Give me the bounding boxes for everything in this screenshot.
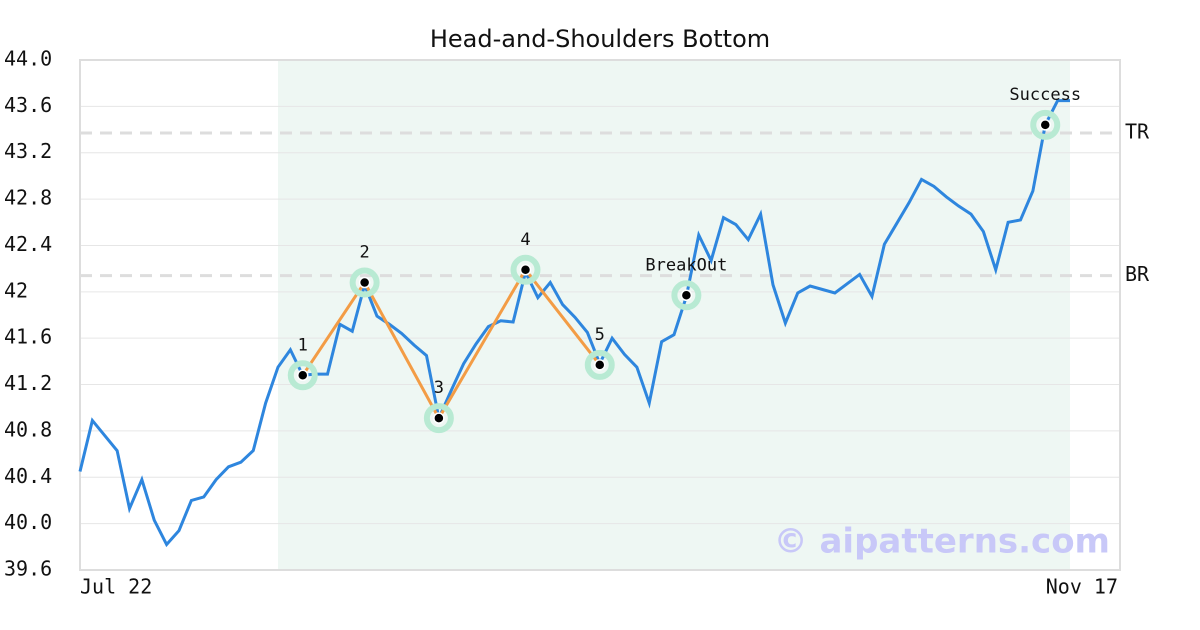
y-tick-label: 41.6 xyxy=(4,325,52,349)
y-tick-label: 42.8 xyxy=(4,186,52,210)
marker-label: 4 xyxy=(520,230,530,250)
marker-halo xyxy=(584,349,615,380)
marker-halo xyxy=(1030,109,1061,140)
marker-label: 1 xyxy=(298,335,308,355)
marker-dot xyxy=(1039,119,1051,131)
marker-halo xyxy=(671,280,702,311)
pattern-zone xyxy=(278,60,1070,570)
marker-dot xyxy=(680,289,693,302)
marker-label: 5 xyxy=(595,325,605,345)
marker-halo xyxy=(349,267,380,298)
marker-dot xyxy=(519,264,532,276)
marker-label: 3 xyxy=(434,378,444,398)
marker-dot xyxy=(433,412,445,424)
x-tick-label: Nov 17 xyxy=(1046,575,1118,599)
y-tick-label: 40.4 xyxy=(4,464,52,488)
marker-dot xyxy=(358,276,371,289)
marker-halo xyxy=(423,403,454,434)
y-tick-label: 43.6 xyxy=(4,93,52,117)
marker-dot xyxy=(297,369,309,382)
x-tick-label: Jul 22 xyxy=(80,575,152,599)
watermark: © aipatterns.com xyxy=(774,522,1110,562)
y-tick-label: 40.8 xyxy=(4,417,52,441)
marker-halo xyxy=(287,360,318,391)
plot-frame xyxy=(79,59,1121,571)
y-tick-label: 44.0 xyxy=(4,47,52,71)
marker-label: 2 xyxy=(360,243,370,263)
y-tick-label: 40.0 xyxy=(4,510,52,534)
level-label: BR xyxy=(1125,262,1150,286)
marker-label: BreakOut xyxy=(645,255,727,275)
chart-title: Head-and-Shoulders Bottom xyxy=(430,25,770,53)
marker-halo xyxy=(510,254,541,285)
y-tick-label: 42 xyxy=(4,278,28,302)
marker-label: Success xyxy=(1009,85,1081,105)
y-tick-label: 42.4 xyxy=(4,232,52,256)
price-line xyxy=(78,99,1070,548)
y-tick-label: 39.6 xyxy=(4,557,52,581)
y-tick-label: 43.2 xyxy=(4,139,52,163)
marker-dot xyxy=(594,359,606,371)
level-label: TR xyxy=(1125,120,1150,144)
y-tick-label: 41.2 xyxy=(4,371,52,395)
